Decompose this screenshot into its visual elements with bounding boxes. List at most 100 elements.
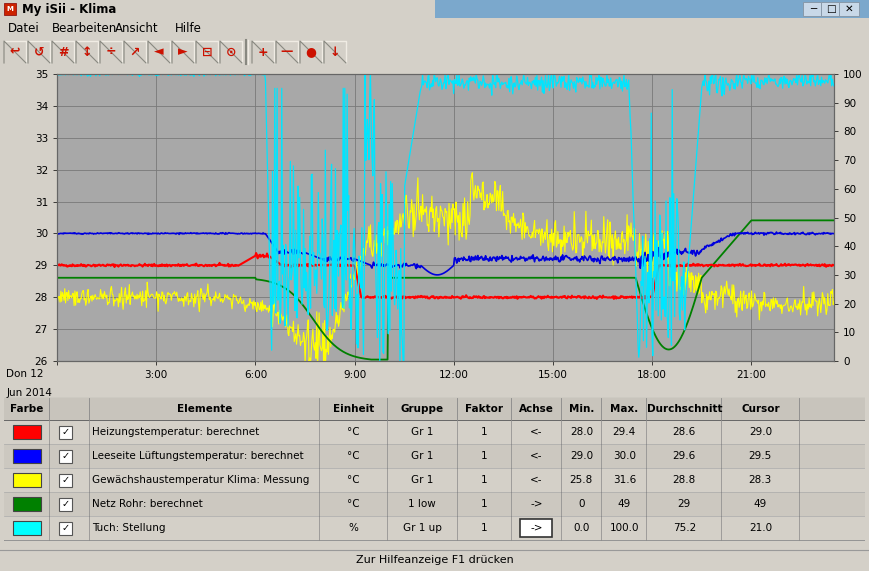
Text: ◄: ◄ <box>154 46 164 58</box>
Text: 1: 1 <box>481 451 488 461</box>
Text: ►: ► <box>178 46 188 58</box>
Text: Min.: Min. <box>568 404 594 414</box>
Bar <box>839 2 859 16</box>
Text: ●: ● <box>306 46 316 58</box>
Text: %: % <box>348 523 358 533</box>
Text: ↓: ↓ <box>329 46 341 58</box>
Text: Gr 1: Gr 1 <box>411 451 434 461</box>
Text: ✓: ✓ <box>62 475 70 485</box>
Text: Zur Hilfeanzeige F1 drücken: Zur Hilfeanzeige F1 drücken <box>355 555 514 565</box>
Text: Einheit: Einheit <box>333 404 374 414</box>
Bar <box>324 41 346 63</box>
Text: 29.0: 29.0 <box>570 451 593 461</box>
Text: ↗: ↗ <box>129 46 140 58</box>
Text: Achse: Achse <box>519 404 554 414</box>
Text: Durchschnitt: Durchschnitt <box>647 404 722 414</box>
Text: ✓: ✓ <box>62 451 70 461</box>
Text: Gr 1: Gr 1 <box>411 427 434 437</box>
Text: ->: -> <box>530 523 542 533</box>
Bar <box>13 497 41 511</box>
Text: 29.6: 29.6 <box>673 451 696 461</box>
Bar <box>59 521 72 534</box>
Bar <box>172 41 194 63</box>
Bar <box>13 473 41 487</box>
Bar <box>276 41 298 63</box>
Text: 29.0: 29.0 <box>749 427 772 437</box>
Bar <box>4 3 16 15</box>
Text: ✓: ✓ <box>62 427 70 437</box>
Text: Don 12: Don 12 <box>6 369 43 379</box>
Text: 49: 49 <box>753 499 767 509</box>
Text: Max.: Max. <box>610 404 639 414</box>
Text: 1: 1 <box>481 499 488 509</box>
Text: Hilfe: Hilfe <box>175 22 202 34</box>
Text: —: — <box>281 46 293 58</box>
Text: Datei: Datei <box>8 22 40 34</box>
Bar <box>59 449 72 463</box>
Text: 29.4: 29.4 <box>613 427 636 437</box>
Text: Netz Rohr: berechnet: Netz Rohr: berechnet <box>92 499 203 509</box>
Bar <box>4 41 26 63</box>
Bar <box>52 41 74 63</box>
Text: Farbe: Farbe <box>10 404 43 414</box>
Bar <box>100 41 122 63</box>
Text: Bearbeiten: Bearbeiten <box>52 22 117 34</box>
Text: Gruppe: Gruppe <box>401 404 444 414</box>
Text: 21.0: 21.0 <box>749 523 772 533</box>
Bar <box>821 2 841 16</box>
Text: °C: °C <box>347 427 360 437</box>
Bar <box>59 473 72 486</box>
Bar <box>4 444 865 468</box>
Text: My iSii - Klima: My iSii - Klima <box>22 2 116 15</box>
Bar <box>4 516 865 540</box>
Text: ↕: ↕ <box>82 46 92 58</box>
Text: 1 low: 1 low <box>408 499 436 509</box>
Text: ÷: ÷ <box>106 46 116 58</box>
Text: ─: ─ <box>810 4 816 14</box>
Text: ->: -> <box>530 499 542 509</box>
Text: 28.0: 28.0 <box>570 427 593 437</box>
Bar <box>124 41 146 63</box>
Text: Gewächshaustemperatur Klima: Messung: Gewächshaustemperatur Klima: Messung <box>92 475 309 485</box>
Text: <-: <- <box>530 475 542 485</box>
Bar <box>252 41 274 63</box>
Text: Jun 2014: Jun 2014 <box>6 388 52 398</box>
Text: 28.8: 28.8 <box>673 475 696 485</box>
Text: 1: 1 <box>481 427 488 437</box>
Text: Tuch: Stellung: Tuch: Stellung <box>92 523 166 533</box>
Text: #: # <box>57 46 69 58</box>
Text: <-: <- <box>530 427 542 437</box>
Text: °C: °C <box>347 451 360 461</box>
Text: 1: 1 <box>481 475 488 485</box>
Text: 25.8: 25.8 <box>570 475 593 485</box>
Text: Leeseite Lüftungstemperatur: berechnet: Leeseite Lüftungstemperatur: berechnet <box>92 451 304 461</box>
Text: Gr 1 up: Gr 1 up <box>403 523 441 533</box>
Text: Elemente: Elemente <box>176 404 232 414</box>
Text: □: □ <box>826 4 836 14</box>
Text: 100.0: 100.0 <box>609 523 639 533</box>
Bar <box>148 41 170 63</box>
Text: 49: 49 <box>618 499 631 509</box>
Bar <box>434 0 869 18</box>
Text: ✓: ✓ <box>62 499 70 509</box>
Text: Faktor: Faktor <box>465 404 503 414</box>
Bar <box>76 41 98 63</box>
Bar <box>220 41 242 63</box>
Bar <box>13 425 41 439</box>
Text: 28.3: 28.3 <box>749 475 772 485</box>
Bar <box>300 41 322 63</box>
Text: +: + <box>258 46 269 58</box>
Text: °C: °C <box>347 475 360 485</box>
Text: ⊙: ⊙ <box>226 46 236 58</box>
FancyBboxPatch shape <box>521 519 553 537</box>
Bar <box>196 41 218 63</box>
Bar <box>13 521 41 535</box>
Bar <box>59 425 72 439</box>
Text: Ansicht: Ansicht <box>115 22 159 34</box>
Text: 0: 0 <box>578 499 585 509</box>
Text: ↺: ↺ <box>34 46 44 58</box>
Text: ↩: ↩ <box>10 46 20 58</box>
Text: 29: 29 <box>678 499 691 509</box>
Bar <box>28 41 50 63</box>
Text: 75.2: 75.2 <box>673 523 696 533</box>
